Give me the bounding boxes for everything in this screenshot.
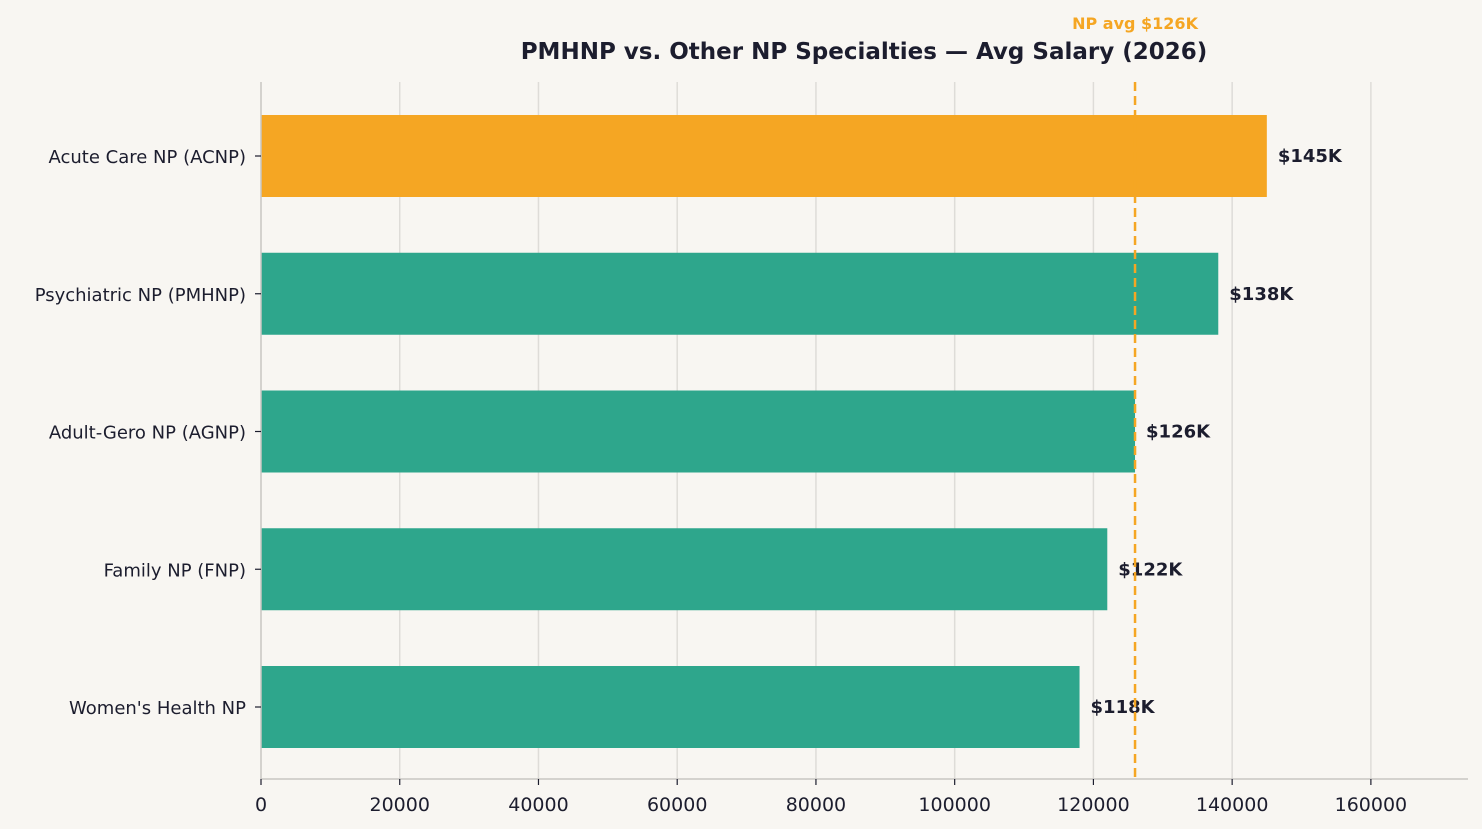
data-label: $126K bbox=[1146, 422, 1211, 443]
category-label: Adult-Gero NP (AGNP) bbox=[49, 423, 246, 444]
data-label: $138K bbox=[1229, 284, 1294, 305]
axis-layer: 0 20000 40000 60000 80000 100000 120000 140000 1… bbox=[35, 82, 1468, 816]
reference-line-label: NP avg $126K bbox=[1072, 14, 1198, 33]
bar-layer bbox=[261, 115, 1267, 748]
category-label: Women's Health NP bbox=[69, 698, 246, 719]
reference-line-group: NP avg $126K bbox=[1072, 14, 1199, 779]
bar bbox=[261, 666, 1080, 748]
data-label: $122K bbox=[1118, 559, 1183, 580]
category-label: Family NP (FNP) bbox=[104, 560, 246, 581]
x-tick-label: 160000 bbox=[1335, 794, 1408, 816]
bar bbox=[261, 115, 1267, 197]
bar bbox=[261, 528, 1108, 611]
category-label: Psychiatric NP (PMHNP) bbox=[35, 285, 246, 306]
chart-title: PMHNP vs. Other NP Specialties — Avg Sal… bbox=[521, 39, 1208, 65]
x-tick-label: 60000 bbox=[647, 794, 707, 816]
x-tick-label: 100000 bbox=[918, 794, 991, 816]
x-tick-label: 20000 bbox=[370, 794, 430, 816]
bar bbox=[261, 252, 1219, 335]
category-label: Acute Care NP (ACNP) bbox=[48, 147, 246, 168]
data-label: $118K bbox=[1091, 697, 1156, 718]
data-label: $145K bbox=[1278, 146, 1343, 167]
bar bbox=[261, 390, 1136, 473]
x-tick-label: 120000 bbox=[1057, 794, 1130, 816]
x-tick-label: 0 bbox=[255, 794, 267, 816]
x-tick-label: 80000 bbox=[786, 794, 846, 816]
x-tick-label: 40000 bbox=[508, 794, 568, 816]
x-tick-label: 140000 bbox=[1196, 794, 1269, 816]
